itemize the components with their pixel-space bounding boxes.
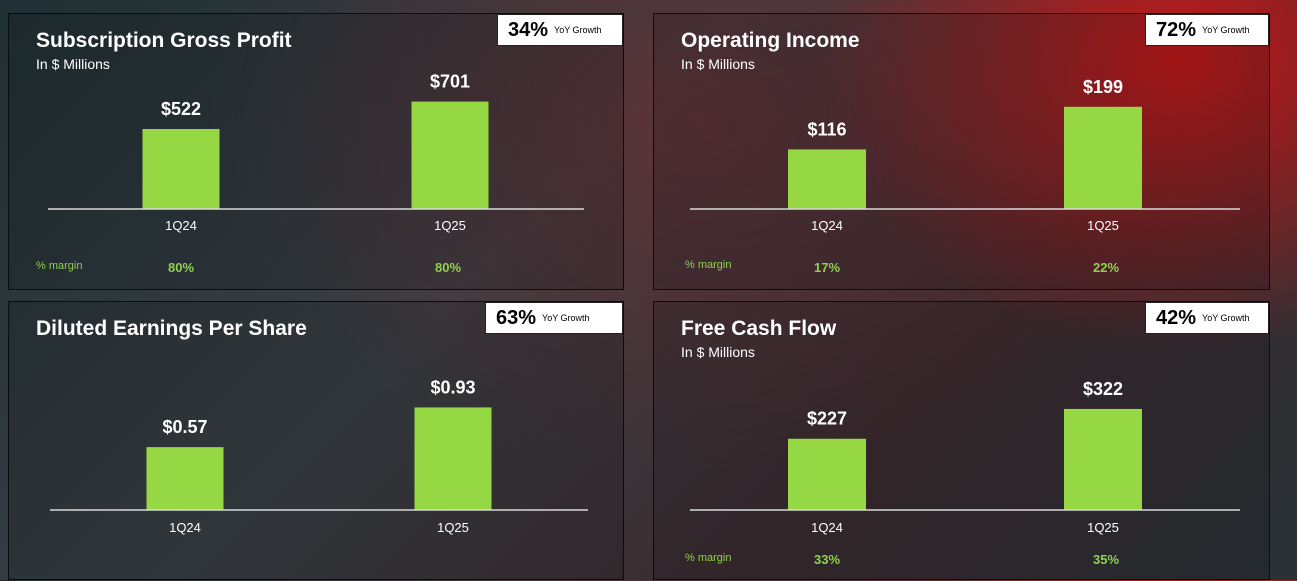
yoy-growth-value: 34% [508, 18, 549, 41]
yoy-growth-label: YoY Growth [1202, 313, 1250, 323]
yoy-growth-badge: 34% YoY Growth [497, 14, 623, 46]
bar-1q24 [788, 149, 866, 209]
bar-1q25 [1064, 106, 1142, 209]
bar-chart: $522 1Q24 $701 1Q25 [48, 72, 584, 233]
bar-chart: $116 1Q24 $199 1Q25 [690, 77, 1240, 233]
yoy-growth-label: YoY Growth [542, 313, 590, 323]
tick-label-1q25: 1Q25 [1087, 218, 1119, 233]
panel-free-cash-flow: Free Cash Flow In $ Millions 42% YoY Gro… [653, 301, 1270, 580]
margin-value-1q25: 80% [434, 260, 462, 275]
margin-label: % margin [36, 260, 83, 272]
chart-title: Diluted Earnings Per Share [36, 317, 307, 340]
data-label-1q25: $199 [1083, 77, 1123, 97]
bar-1q25 [411, 101, 489, 209]
chart-subtitle: In $ Millions [681, 344, 755, 360]
bar-1q24 [146, 447, 224, 510]
yoy-growth-badge: 63% YoY Growth [485, 302, 623, 334]
panel-operating-income: Operating Income In $ Millions 72% YoY G… [653, 13, 1270, 290]
panel-subscription-gross-profit: Subscription Gross Profit In $ Millions … [8, 13, 624, 290]
chart-title: Operating Income [681, 29, 860, 52]
tick-label-1q25: 1Q25 [437, 520, 469, 535]
tick-label-1q24: 1Q24 [169, 520, 201, 535]
yoy-growth-label: YoY Growth [1202, 25, 1250, 35]
chart-subtitle: In $ Millions [681, 56, 755, 72]
margin-label: % margin [685, 552, 732, 564]
data-label-1q24: $522 [161, 99, 201, 119]
tick-label-1q25: 1Q25 [1087, 520, 1119, 535]
margin-value-1q24: 80% [167, 260, 195, 275]
yoy-growth-label: YoY Growth [554, 25, 602, 35]
bar-1q25 [414, 407, 492, 510]
margin-value-1q25: 22% [1092, 260, 1120, 275]
yoy-growth-badge: 72% YoY Growth [1145, 14, 1269, 46]
data-label-1q24: $116 [807, 119, 846, 139]
tick-label-1q24: 1Q24 [811, 520, 843, 535]
yoy-growth-value: 72% [1156, 18, 1197, 41]
bar-1q25 [1064, 408, 1142, 510]
bar-chart: $0.57 1Q24 $0.93 1Q25 [50, 377, 588, 535]
margin-value-1q24: 33% [813, 552, 841, 567]
panel-diluted-eps: Diluted Earnings Per Share 63% YoY Growt… [8, 301, 624, 580]
chart-title: Free Cash Flow [681, 317, 837, 340]
tick-label-1q25: 1Q25 [434, 218, 466, 233]
yoy-growth-value: 63% [496, 306, 537, 329]
tick-label-1q24: 1Q24 [811, 218, 843, 233]
yoy-growth-value: 42% [1156, 306, 1197, 329]
chart-subtitle: In $ Millions [36, 56, 110, 72]
data-label-1q25: $0.93 [430, 377, 475, 397]
margin-value-1q25: 35% [1092, 552, 1120, 567]
yoy-growth-badge: 42% YoY Growth [1145, 302, 1269, 334]
data-label-1q25: $701 [430, 72, 470, 92]
tick-label-1q24: 1Q24 [165, 218, 197, 233]
chart-title: Subscription Gross Profit [36, 29, 292, 52]
data-label-1q25: $322 [1083, 379, 1123, 399]
data-label-1q24: $0.57 [162, 417, 207, 437]
data-label-1q24: $227 [807, 409, 847, 429]
margin-value-1q24: 17% [813, 260, 841, 275]
bar-chart: $227 1Q24 $322 1Q25 [690, 379, 1240, 535]
bar-1q24 [788, 438, 866, 510]
bar-1q24 [142, 129, 220, 209]
margin-label: % margin [685, 259, 732, 271]
